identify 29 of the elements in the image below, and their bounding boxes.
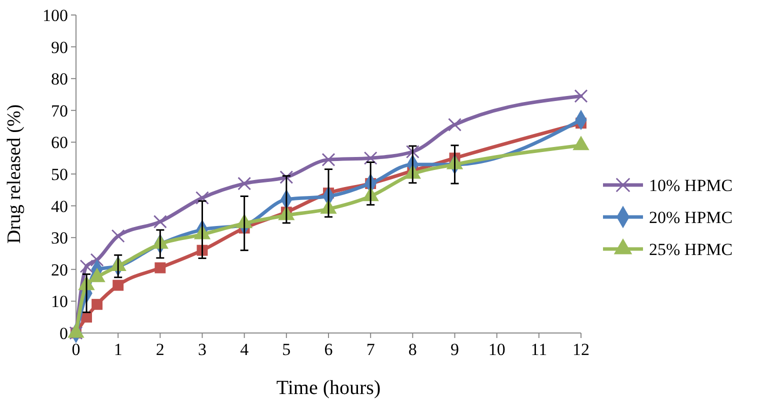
x-tick-label: 0	[72, 340, 80, 359]
y-tick-label: 20	[51, 260, 68, 280]
y-tick-label: 90	[51, 38, 68, 57]
y-tick-label: 30	[51, 228, 68, 248]
y-tick-label: 60	[51, 133, 68, 152]
y-tick-label: 100	[42, 6, 68, 25]
y-tick-label: 70	[51, 101, 68, 120]
legend-label: 20% HPMC	[649, 208, 733, 227]
x-axis-title: Time (hours)	[276, 377, 381, 399]
y-tick-label: 40	[51, 196, 68, 216]
x-tick-label: 12	[572, 340, 590, 359]
y-axis-title: Drug released (%)	[4, 104, 25, 244]
x-tick-label: 4	[240, 340, 250, 359]
legend-label: 10% HPMC	[649, 176, 733, 195]
x-tick-label: 9	[450, 340, 459, 359]
x-tick-label: 2	[156, 340, 164, 359]
x-tick-label: 8	[408, 340, 417, 359]
x-tick-label: 6	[324, 340, 333, 359]
y-tick-label: 50	[51, 164, 68, 184]
x-tick-label: 5	[282, 340, 291, 359]
x-tick-label: 10	[488, 340, 506, 359]
x-tick-label: 7	[366, 340, 376, 359]
y-tick-label: 0	[60, 324, 68, 343]
legend-label: 25% HPMC	[649, 240, 733, 259]
x-tick-label: 11	[530, 340, 548, 359]
y-tick-label: 10	[51, 292, 68, 312]
y-tick-label: 80	[51, 70, 68, 89]
x-tick-label: 1	[114, 340, 122, 359]
x-tick-label: 3	[198, 340, 206, 359]
